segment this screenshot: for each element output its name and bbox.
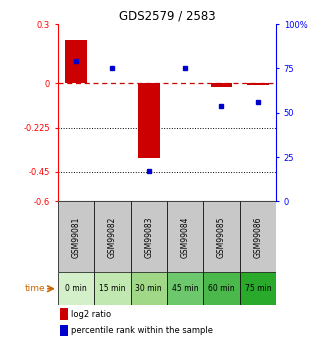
Text: GSM99081: GSM99081 xyxy=(72,216,81,257)
Bar xyxy=(58,201,94,272)
Text: log2 ratio: log2 ratio xyxy=(71,309,111,318)
Text: percentile rank within the sample: percentile rank within the sample xyxy=(71,326,213,335)
Bar xyxy=(131,201,167,272)
Bar xyxy=(138,83,160,158)
Bar xyxy=(60,325,68,336)
Text: GSM99082: GSM99082 xyxy=(108,216,117,257)
Bar xyxy=(203,272,240,305)
Text: 30 min: 30 min xyxy=(135,284,162,293)
Bar xyxy=(94,272,131,305)
Bar xyxy=(60,308,68,320)
Text: 75 min: 75 min xyxy=(245,284,271,293)
Text: time: time xyxy=(24,284,45,293)
Text: GSM99085: GSM99085 xyxy=(217,216,226,258)
Title: GDS2579 / 2583: GDS2579 / 2583 xyxy=(118,10,215,23)
Bar xyxy=(58,272,94,305)
Text: GSM99083: GSM99083 xyxy=(144,216,153,258)
Text: 45 min: 45 min xyxy=(172,284,198,293)
Text: 60 min: 60 min xyxy=(208,284,235,293)
Bar xyxy=(167,272,203,305)
Bar xyxy=(94,201,131,272)
Bar xyxy=(240,272,276,305)
Bar xyxy=(65,40,87,83)
Bar xyxy=(240,201,276,272)
Text: GSM99084: GSM99084 xyxy=(181,216,190,258)
Bar xyxy=(167,201,203,272)
Text: 15 min: 15 min xyxy=(99,284,126,293)
Bar xyxy=(211,83,232,87)
Text: GSM99086: GSM99086 xyxy=(253,216,262,258)
Text: 0 min: 0 min xyxy=(65,284,87,293)
Bar xyxy=(131,272,167,305)
Bar xyxy=(247,83,269,85)
Bar xyxy=(203,201,240,272)
